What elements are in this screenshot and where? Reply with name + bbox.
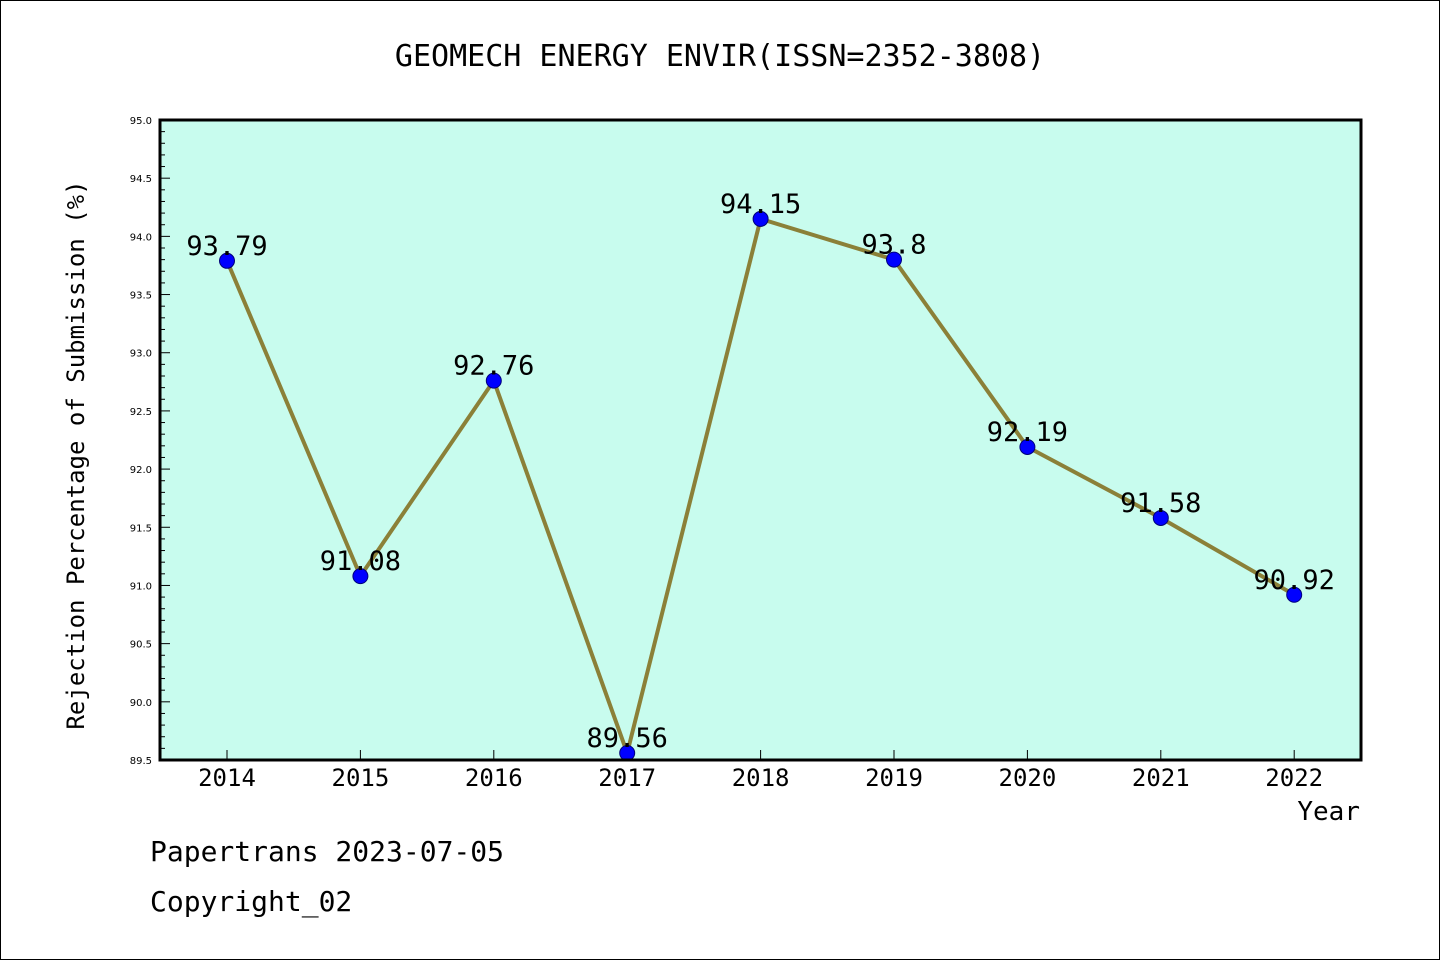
x-axis-ticks: 2014 2015 2016 2017 2018 2019 2020 2021 2022 [198,750,1323,792]
data-label: 89.56 [587,723,668,754]
y-tick-label: 91.5 [130,523,152,534]
x-tick-label: 2019 [865,764,923,792]
y-tick-label: 92.0 [130,465,152,476]
data-point [485,372,502,389]
y-axis-label: Rejection Percentage of Submission (%) [62,180,90,729]
y-tick-label: 94.5 [130,174,152,185]
y-tick-label: 92.5 [130,407,152,418]
chart-title: GEOMECH ENERGY ENVIR(ISSN=2352-3808) [395,39,1045,74]
data-labels: 93.79 91.08 92.76 89.56 94.15 93.8 92.19 91.58 9… [186,189,1334,754]
x-tick-label: 2017 [598,764,656,792]
y-tick-label: 93.0 [130,349,152,360]
data-point [219,252,235,269]
data-label: 93.8 [861,230,926,261]
y-tick-label: 90.5 [130,640,152,651]
data-label: 92.19 [987,417,1068,448]
x-tick-label: 2022 [1265,764,1323,792]
y-tick-label: 91.0 [130,581,152,592]
data-label: 93.79 [186,231,267,262]
y-tick-label: 90.0 [130,698,152,709]
data-markers [219,210,1303,762]
data-point [1019,438,1036,455]
footer-copyright: Copyright_02 [150,885,353,918]
y-tick-label: 89.5 [130,756,152,767]
x-tick-label: 2015 [332,764,390,792]
x-tick-label: 2021 [1132,764,1190,792]
data-point [1286,586,1303,603]
data-point [352,568,369,585]
data-label: 92.76 [453,351,534,382]
data-point [1152,509,1169,526]
x-axis-label: Year [1297,797,1360,827]
x-tick-label: 2018 [732,764,790,792]
data-label: 94.15 [720,189,801,220]
data-label: 91.58 [1120,488,1201,519]
plot-border [158,118,1363,762]
y-tick-label: 95.0 [130,116,152,127]
data-point [886,251,902,268]
x-tick-label: 2020 [999,764,1057,792]
x-tick-label: 2016 [465,764,523,792]
y-axis-ticks: 89.5 90.0 90.5 91.0 91.5 92.0 92.5 93.0 93.5 94.0… [130,116,170,767]
y-tick-label: 93.5 [130,291,152,302]
data-label: 90.92 [1254,565,1335,596]
x-tick-label: 2014 [198,764,256,792]
data-label: 91.08 [320,546,401,577]
y-tick-label: 94.0 [130,232,152,243]
data-point [752,210,769,227]
footer-date: Papertrans 2023-07-05 [150,835,505,868]
